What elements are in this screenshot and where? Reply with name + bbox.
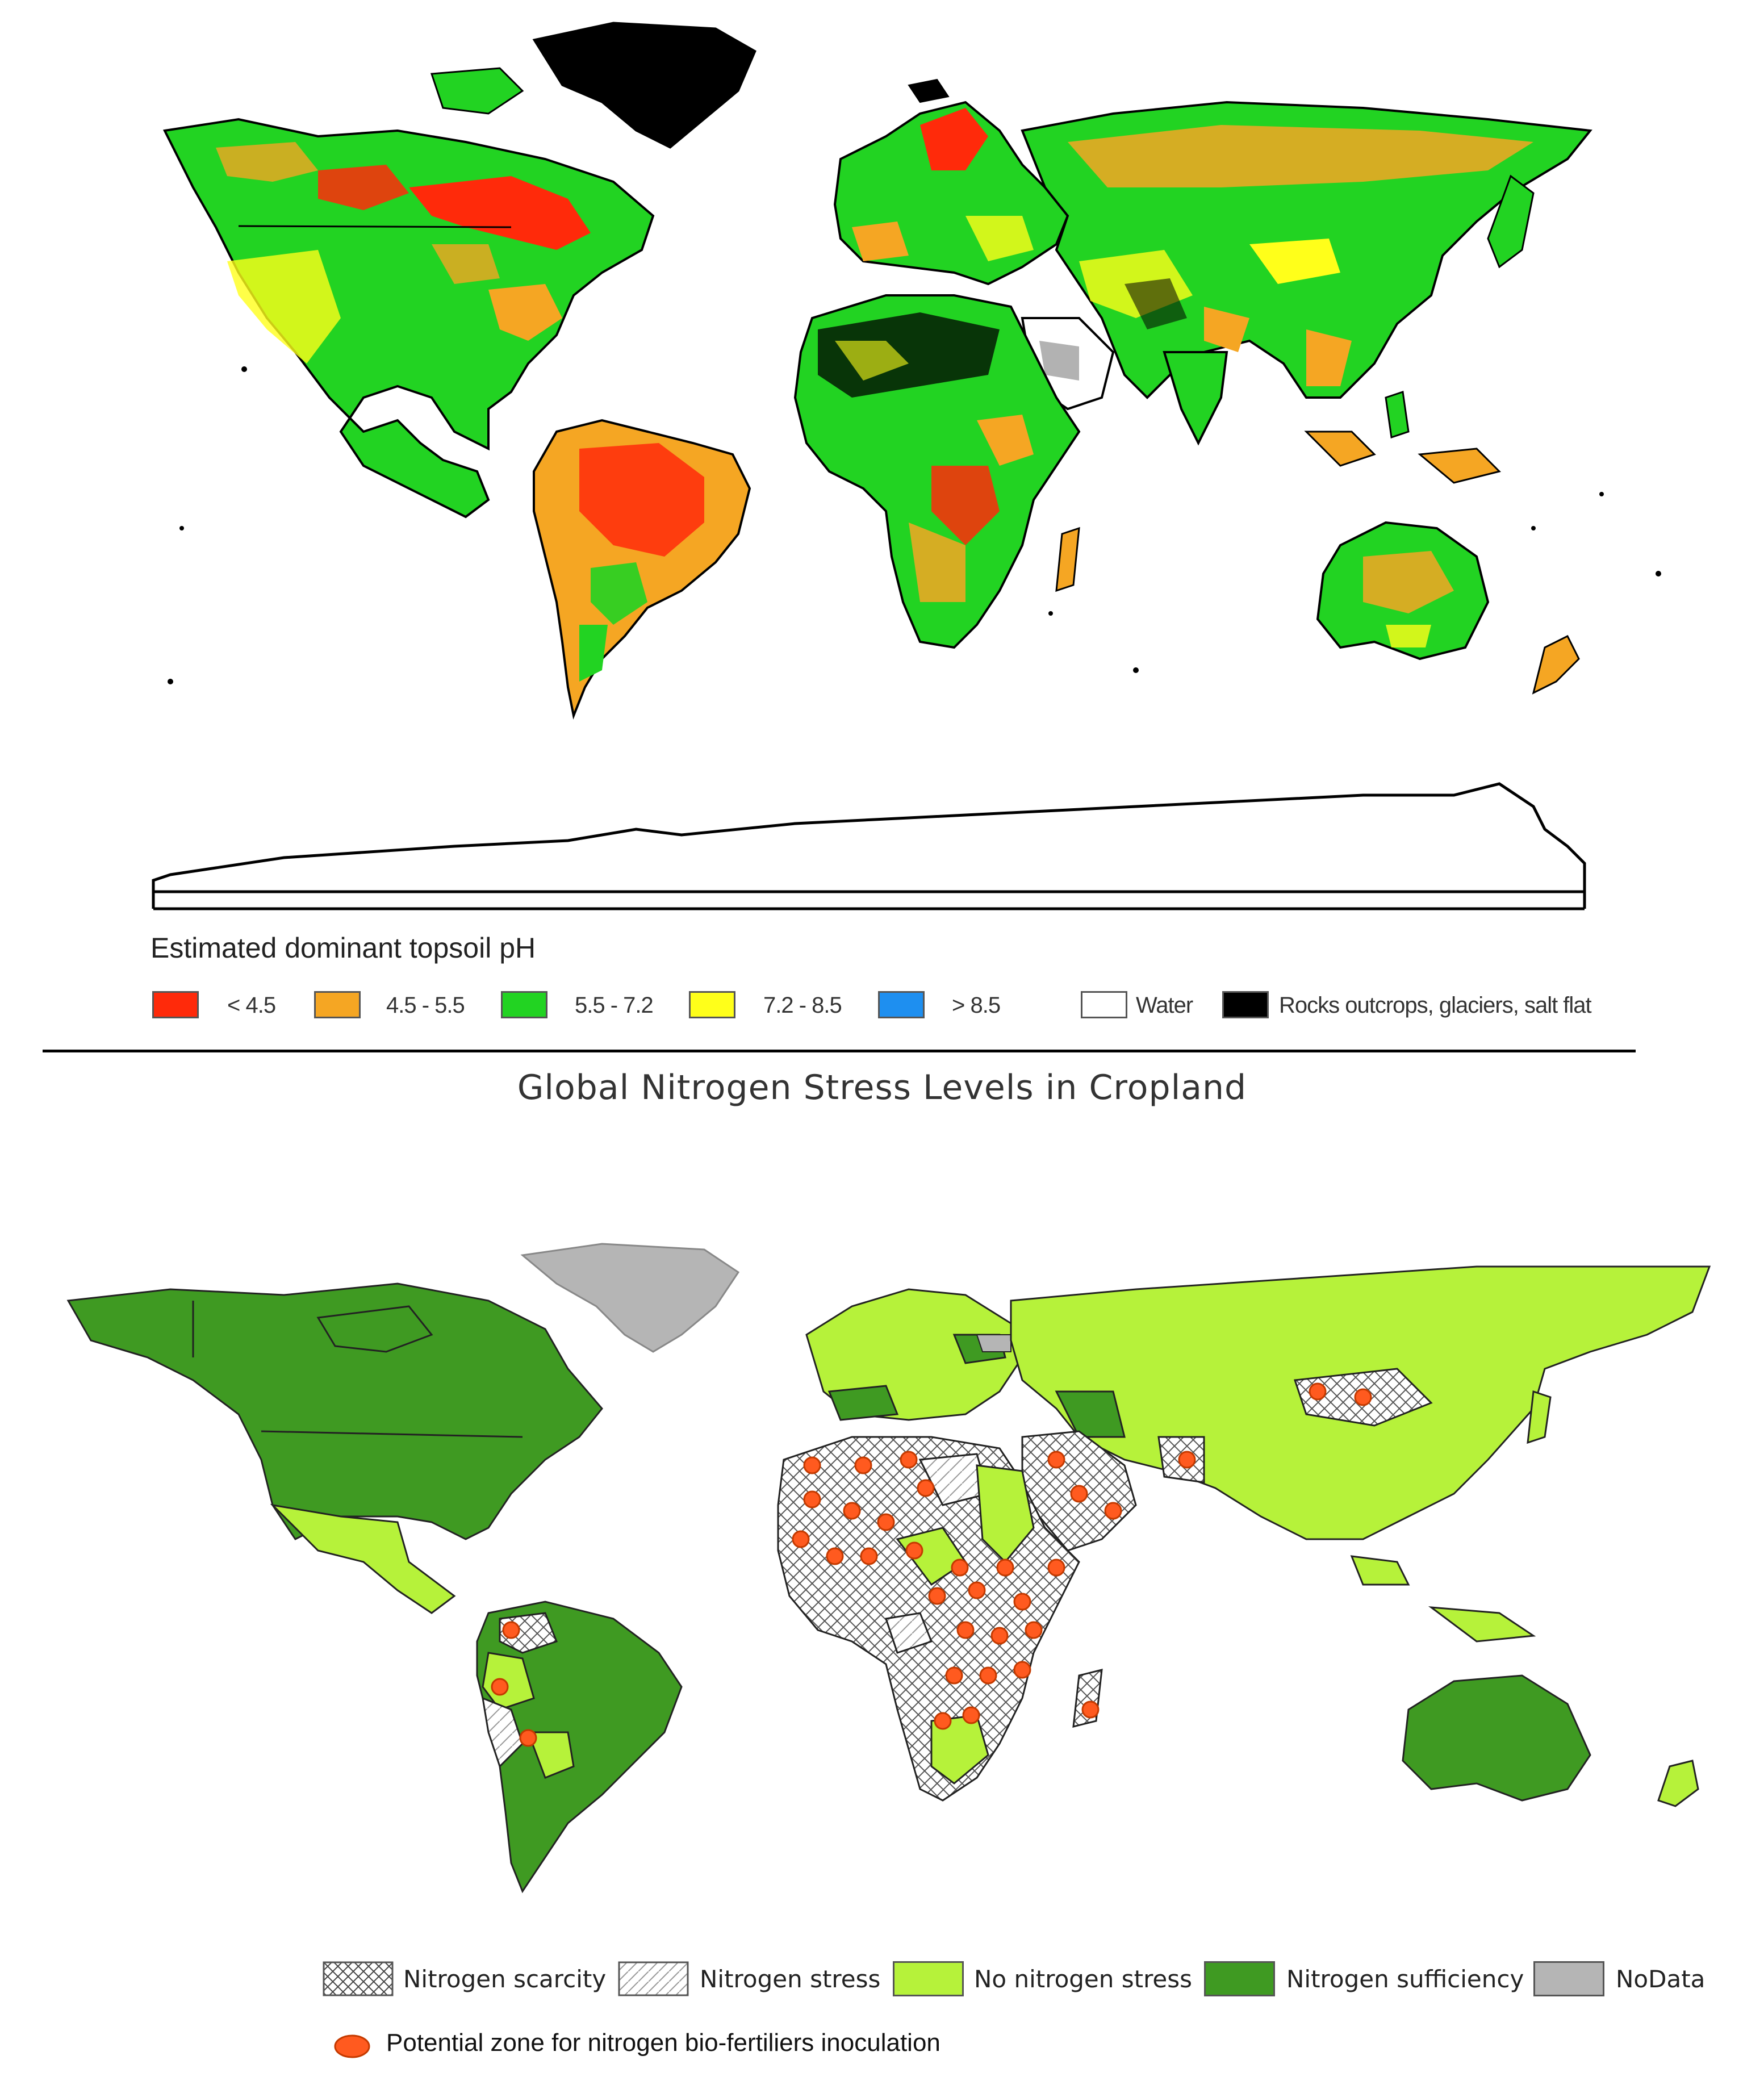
ph-swatch-72-85 [689, 991, 735, 1018]
legend-swatch-stress [618, 1961, 689, 1996]
legend-label-no-stress: No nitrogen stress [974, 1965, 1193, 1993]
ph-legend-title: Estimated dominant topsoil pH [151, 932, 536, 964]
legend-swatch-scarcity [323, 1961, 394, 1996]
antarctica-outline [152, 782, 1586, 893]
ph-swatch-45-55 [314, 991, 361, 1018]
ph-swatch-rocks [1222, 991, 1269, 1018]
inoculation-legend-label: Potential zone for nitrogen bio-fertilie… [386, 2029, 940, 2057]
australia-sufficiency [1402, 1674, 1591, 1802]
ph-label-water: Water [1136, 993, 1193, 1018]
legend-swatch-sufficiency [1204, 1961, 1275, 1996]
ph-label-72-85: 7.2 - 8.5 [763, 993, 842, 1018]
ph-label-lt45: < 4.5 [227, 993, 276, 1018]
legend-swatch-nodata [1533, 1961, 1604, 1996]
ph-label-gt85: > 8.5 [952, 993, 1001, 1018]
legend-label-scarcity: Nitrogen scarcity [403, 1965, 607, 1993]
north-america-sufficiency [66, 1282, 603, 1540]
ph-label-rocks: Rocks outcrops, glaciers, salt flat [1279, 993, 1592, 1018]
greenland-nodata [520, 1243, 740, 1353]
ph-swatch-water [1081, 991, 1127, 1018]
ph-swatch-lt45 [152, 991, 199, 1018]
inoculation-legend-marker [334, 2034, 370, 2058]
ph-swatch-gt85 [878, 991, 925, 1018]
nitrogen-map-title: Global Nitrogen Stress Levels in Croplan… [517, 1068, 1247, 1108]
legend-label-sufficiency: Nitrogen sufficiency [1286, 1965, 1524, 1993]
ph-swatch-55-72 [501, 991, 547, 1018]
ph-label-55-72: 5.5 - 7.2 [575, 993, 654, 1018]
inoculation-markers [491, 1382, 1372, 1747]
nitrogen-stress-map [66, 1243, 1711, 1894]
greenland-region [532, 22, 756, 149]
legend-swatch-no-stress [893, 1961, 964, 1996]
section-divider [43, 1050, 1636, 1052]
topsoil-ph-map [152, 22, 1661, 910]
legend-label-nodata: NoData [1616, 1965, 1706, 1993]
ph-label-45-55: 4.5 - 5.5 [386, 993, 465, 1018]
legend-label-stress: Nitrogen stress [700, 1965, 881, 1993]
